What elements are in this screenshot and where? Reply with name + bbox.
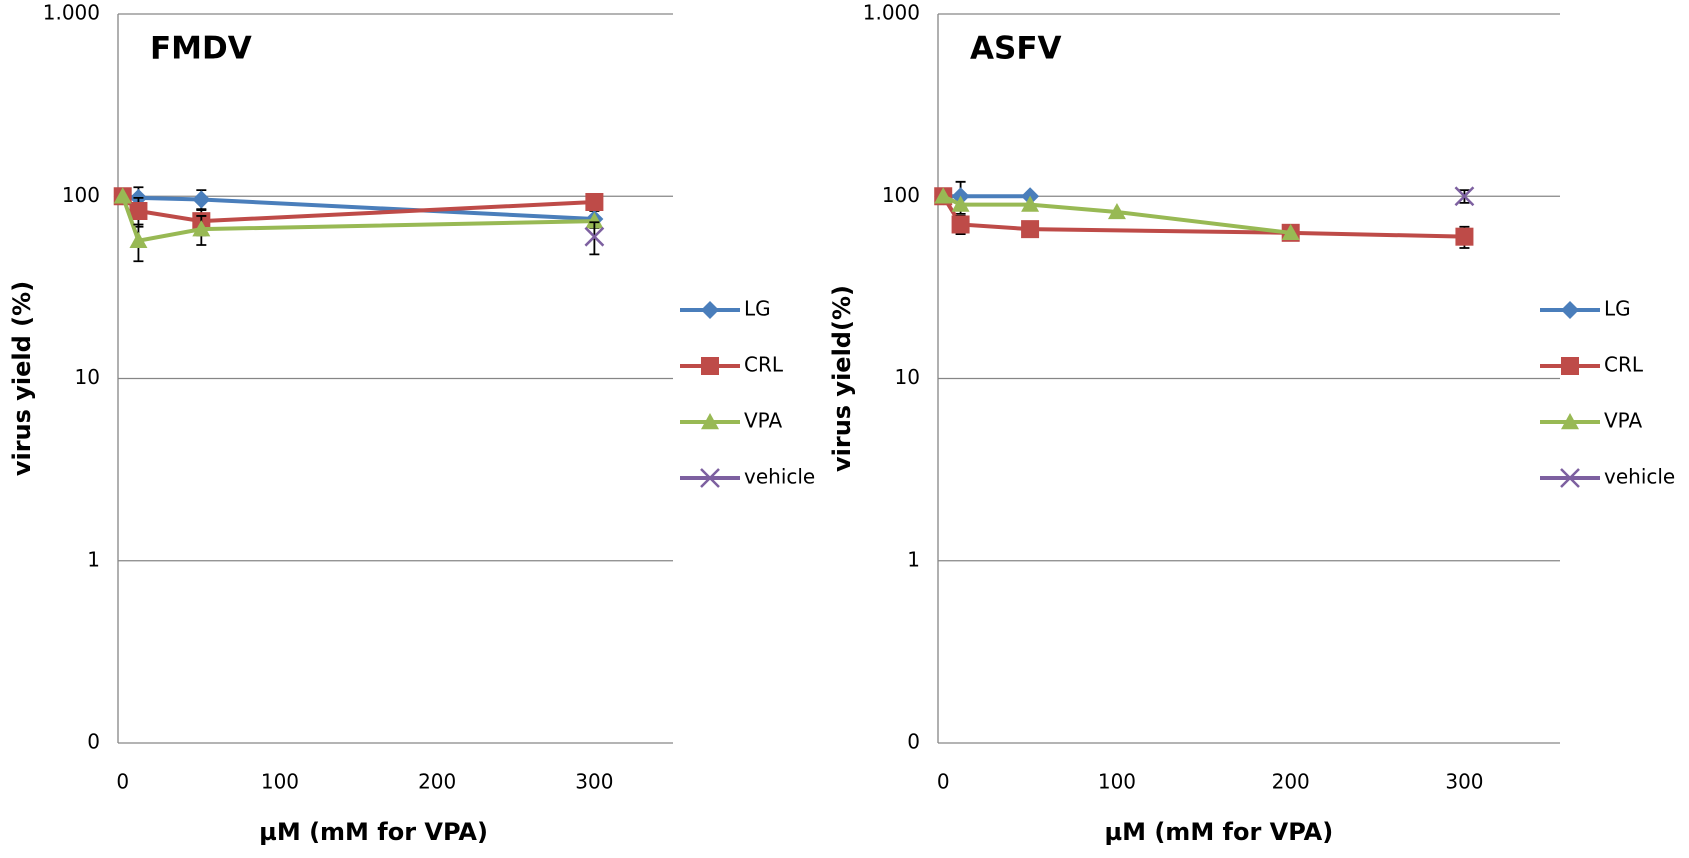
y-tick-label: 100 [882,183,920,207]
x-tick-label: 200 [418,770,456,794]
marker [1281,223,1300,241]
marker [1021,195,1040,212]
x-tick-label: 300 [575,770,613,794]
marker [192,190,211,209]
marker [1107,202,1126,220]
series-line [120,195,595,244]
marker [701,301,719,319]
y-tick-label: 1 [87,547,100,571]
legend-label: LG [744,297,771,321]
chart-title: FMDV [150,31,252,67]
chart-title: ASFV [970,31,1062,67]
y-axis-label: virus yield (%) [8,281,36,476]
marker [1455,227,1474,246]
marker [192,220,211,237]
marker [1561,357,1579,375]
marker [129,231,148,248]
legend-label: vehicle [1604,465,1675,489]
x-tick-label: 100 [1098,770,1136,794]
marker [1454,186,1475,207]
legend-label: vehicle [744,465,815,489]
legend-label: CRL [744,353,784,377]
marker [700,468,720,488]
x-tick-label: 300 [1445,770,1483,794]
marker [951,195,970,212]
marker [701,357,719,375]
marker [584,226,605,247]
legend-label: VPA [744,409,782,433]
y-tick-label: 0 [87,730,100,754]
y-tick-label: 100 [62,183,100,207]
marker [951,215,970,234]
legend-label: VPA [1604,409,1642,433]
x-axis-label: µM (mM for VPA) [259,818,488,846]
marker [585,192,604,211]
x-tick-label: 200 [1272,770,1310,794]
y-tick-label: 10 [75,365,100,389]
marker [701,413,719,430]
y-tick-label: 1 [907,547,920,571]
marker [1021,220,1040,239]
marker [1561,301,1579,319]
y-axis-label: virus yield(%) [828,285,856,472]
x-tick-label: 100 [261,770,299,794]
marker [585,212,604,229]
marker [934,187,953,204]
y-tick-label: 10 [895,365,920,389]
x-axis-label: µM (mM for VPA) [1104,818,1333,846]
legend-label: LG [1604,297,1631,321]
marker [113,187,132,204]
y-tick-label: 1.000 [43,1,100,25]
marker [1561,413,1579,430]
legend-label: CRL [1604,353,1644,377]
y-tick-label: 1.000 [863,1,920,25]
x-tick-label: 0 [937,770,950,794]
marker [1560,468,1580,488]
marker [129,201,148,220]
x-tick-label: 0 [116,770,129,794]
y-tick-label: 0 [907,730,920,754]
